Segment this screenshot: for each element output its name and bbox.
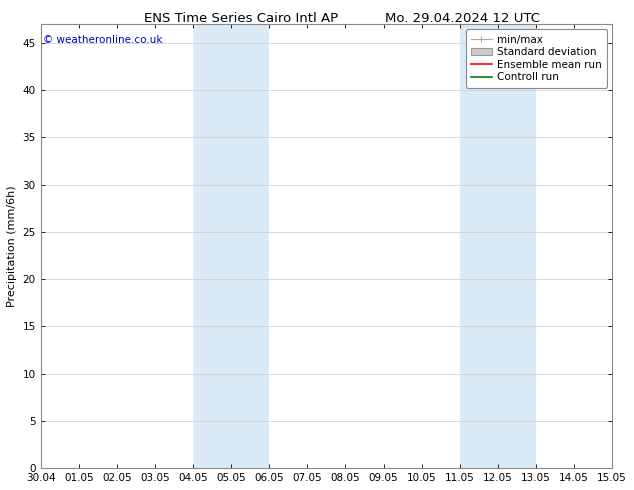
Bar (193, 24, 269, 468)
Text: ENS Time Series Cairo Intl AP: ENS Time Series Cairo Intl AP (144, 12, 338, 25)
Bar (460, 24, 536, 468)
Text: Mo. 29.04.2024 12 UTC: Mo. 29.04.2024 12 UTC (385, 12, 540, 25)
Text: © weatheronline.co.uk: © weatheronline.co.uk (44, 35, 163, 45)
Y-axis label: Precipitation (mm/6h): Precipitation (mm/6h) (7, 185, 17, 307)
Legend: min/max, Standard deviation, Ensemble mean run, Controll run: min/max, Standard deviation, Ensemble me… (466, 29, 607, 88)
